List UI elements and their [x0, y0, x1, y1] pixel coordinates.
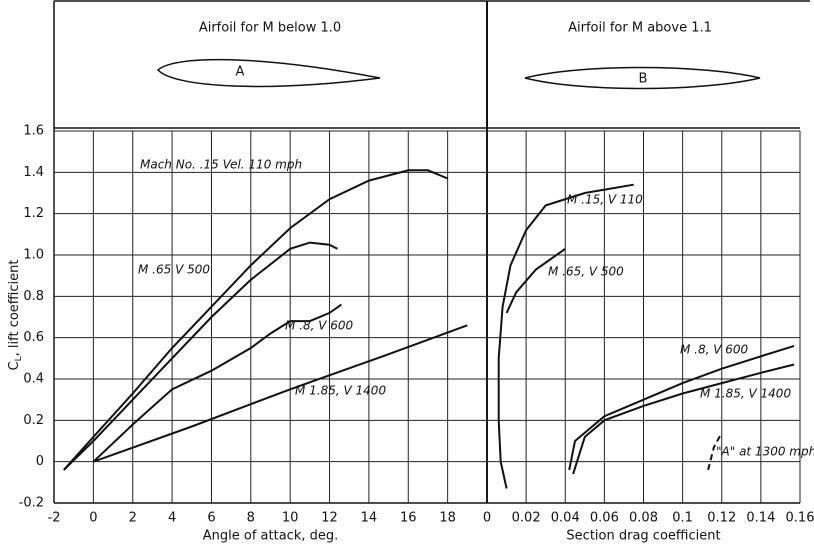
y-tick-label: 1.0 [23, 248, 44, 263]
series-label: M .15, V 110 [567, 193, 643, 207]
airfoil-label: A [236, 65, 245, 80]
y-axis-label: , lift coefficient [7, 260, 22, 357]
series-label: M .65 V 500 [138, 263, 210, 277]
x-tick-label: 0.16 [786, 511, 814, 526]
x-tick-label: 0 [483, 511, 491, 526]
series-label: M .8, V 600 [285, 319, 354, 333]
series-label: M .8, V 600 [680, 343, 749, 357]
background [0, 0, 814, 546]
x-axis-title: Section drag coefficient [566, 529, 720, 544]
x-tick-label: 0.04 [551, 511, 580, 526]
y-axis-title: CL, lift coefficient [7, 260, 24, 371]
x-tick-label: 12 [321, 511, 338, 526]
y-tick-label: 1.4 [23, 165, 44, 180]
series-label: M .65, V 500 [548, 265, 624, 279]
x-tick-label: 8 [247, 511, 255, 526]
y-tick-label: 0 [36, 454, 44, 469]
x-tick-label: 0.14 [746, 511, 775, 526]
x-tick-label: 0.06 [590, 511, 619, 526]
panel-title: Airfoil for M below 1.0 [199, 21, 341, 36]
x-tick-label: 0.02 [512, 511, 541, 526]
y-tick-label: -0.2 [19, 496, 44, 511]
airfoil-label: B [639, 72, 648, 87]
y-tick-label: 1.2 [23, 206, 44, 221]
series-label: Mach No. .15 Vel. 110 mph [140, 158, 302, 172]
x-tick-label: 2 [129, 511, 137, 526]
y-tick-label: 0.4 [23, 372, 44, 387]
series-label: M 1.85, V 1400 [700, 387, 791, 401]
x-tick-label: -2 [48, 511, 61, 526]
y-tick-label: 0.2 [23, 413, 44, 428]
chart: Airfoil for M below 1.0 A Airfoil for M … [0, 0, 814, 546]
y-tick-label: 0.6 [23, 330, 44, 345]
panel-title: Airfoil for M above 1.1 [568, 21, 712, 36]
x-axis-title: Angle of attack, deg. [203, 529, 339, 544]
y-tick-label: 0.8 [23, 289, 44, 304]
y-axis-symbol: C [7, 361, 22, 370]
series-label: M 1.85, V 1400 [295, 384, 386, 398]
x-tick-label: 0.12 [707, 511, 736, 526]
series-label: "A" at 1300 mph [716, 445, 814, 459]
x-tick-label: 4 [168, 511, 176, 526]
x-tick-label: 0.08 [629, 511, 658, 526]
x-tick-label: 0 [89, 511, 97, 526]
x-tick-label: 0.1 [672, 511, 693, 526]
x-tick-label: 6 [207, 511, 215, 526]
y-tick-label: 1.6 [23, 124, 44, 139]
x-tick-label: 10 [282, 511, 299, 526]
x-tick-label: 16 [400, 511, 417, 526]
x-tick-label: 18 [439, 511, 456, 526]
x-tick-label: 14 [361, 511, 378, 526]
